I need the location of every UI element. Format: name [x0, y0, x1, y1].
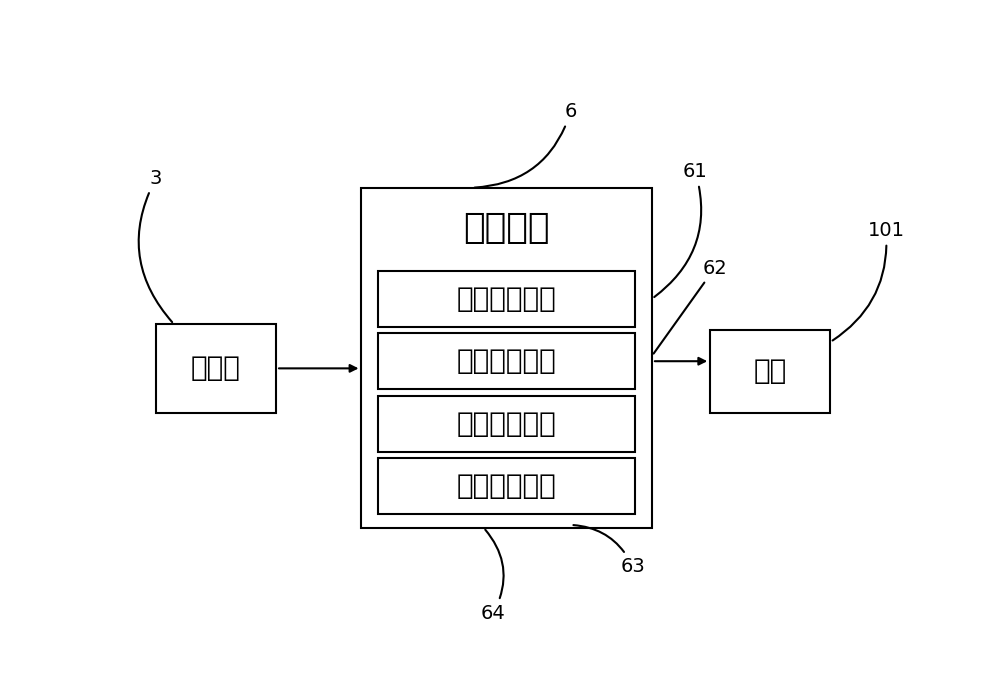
Text: 控制装置: 控制装置: [463, 211, 550, 245]
Text: 第一控制模块: 第一控制模块: [457, 285, 557, 313]
Text: 气泵: 气泵: [754, 357, 787, 385]
Text: 62: 62: [654, 259, 727, 354]
Text: 63: 63: [573, 525, 645, 576]
Bar: [378, 395, 635, 452]
Text: 101: 101: [833, 221, 904, 341]
Bar: [710, 329, 830, 413]
Bar: [156, 324, 276, 413]
Text: 6: 6: [475, 102, 577, 188]
Text: 61: 61: [654, 162, 708, 297]
Text: 第二控制模块: 第二控制模块: [457, 348, 557, 375]
Bar: [378, 333, 635, 389]
Bar: [378, 458, 635, 514]
Text: 第三控制模块: 第三控制模块: [457, 409, 557, 438]
Text: 驱动部: 驱动部: [191, 354, 241, 382]
Text: 3: 3: [139, 169, 172, 322]
Bar: [361, 188, 652, 528]
Bar: [378, 270, 635, 327]
Text: 第四控制模块: 第四控制模块: [457, 472, 557, 500]
Text: 64: 64: [481, 530, 506, 623]
